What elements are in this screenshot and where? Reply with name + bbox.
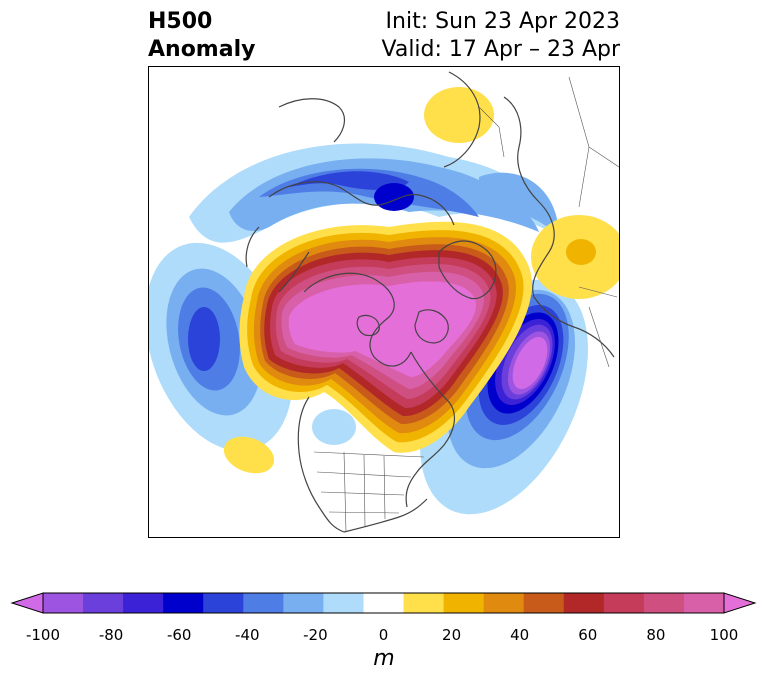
colorbar-segment [643, 593, 685, 613]
colorbar-extend-max [723, 592, 757, 614]
colorbar-segment [283, 593, 324, 613]
positive-anomaly-eastern-pacific [223, 436, 275, 474]
colorbar-segment [603, 593, 645, 613]
colorbar-segment [123, 593, 164, 613]
colorbar-tick-label: -40 [235, 626, 260, 644]
colorbar-segment [323, 593, 364, 613]
title-field-type: Anomaly [148, 37, 256, 62]
colorbar-extend-min [10, 592, 44, 614]
colorbar-segment [523, 593, 565, 613]
title-valid-range: Valid: 17 Apr – 23 Apr [381, 37, 621, 62]
anomaly-map [148, 66, 620, 538]
colorbar-tick-label: 40 [510, 626, 530, 644]
positive-anomaly-east-asia [531, 215, 619, 299]
coastlines [245, 71, 615, 533]
title-field-name: H500 [148, 9, 213, 34]
colorbar-segment [163, 593, 204, 613]
plot-title-right: Init: Sun 23 Apr 2023 Valid: 17 Apr – 23… [382, 8, 621, 64]
colorbar-segment [483, 593, 525, 613]
colorbar-tick-label: -20 [303, 626, 328, 644]
negative-anomaly-pacific-northwest [312, 409, 356, 445]
colorbar-segment [203, 593, 244, 613]
colorbar-segment [363, 593, 405, 613]
colorbar-tick-label: -60 [166, 626, 192, 644]
colorbar-segment [83, 593, 124, 613]
colorbar-segment [243, 593, 284, 613]
colorbar-tick-label: 80 [646, 626, 666, 644]
positive-anomaly-arctic-canada [239, 221, 532, 453]
map-canvas [149, 71, 619, 533]
plot-title-left: H500 Anomaly [148, 8, 255, 64]
colorbar-segment [43, 593, 84, 613]
colorbar-tick-label: 100 [709, 626, 739, 644]
colorbar-tick-label: 60 [578, 626, 598, 644]
colorbar-segment [443, 593, 485, 613]
title-init-time: Init: Sun 23 Apr 2023 [385, 9, 620, 34]
colorbar-segment [403, 593, 445, 613]
negative-anomaly-siberia-arc [189, 143, 559, 243]
colorbar-segment [683, 593, 725, 613]
positive-anomaly-scandinavia [424, 87, 494, 143]
colorbar-tick-label: -100 [25, 626, 61, 644]
colorbar-outline [42, 592, 725, 614]
colorbar-unit-label: m [373, 646, 395, 671]
colorbar-tick-label: 20 [442, 626, 462, 644]
colorbar-tick-label: -80 [98, 626, 124, 644]
colorbar [10, 592, 757, 614]
colorbar-tick-label: 0 [378, 626, 389, 644]
colorbar-segment [563, 593, 605, 613]
political-borders [313, 76, 619, 533]
